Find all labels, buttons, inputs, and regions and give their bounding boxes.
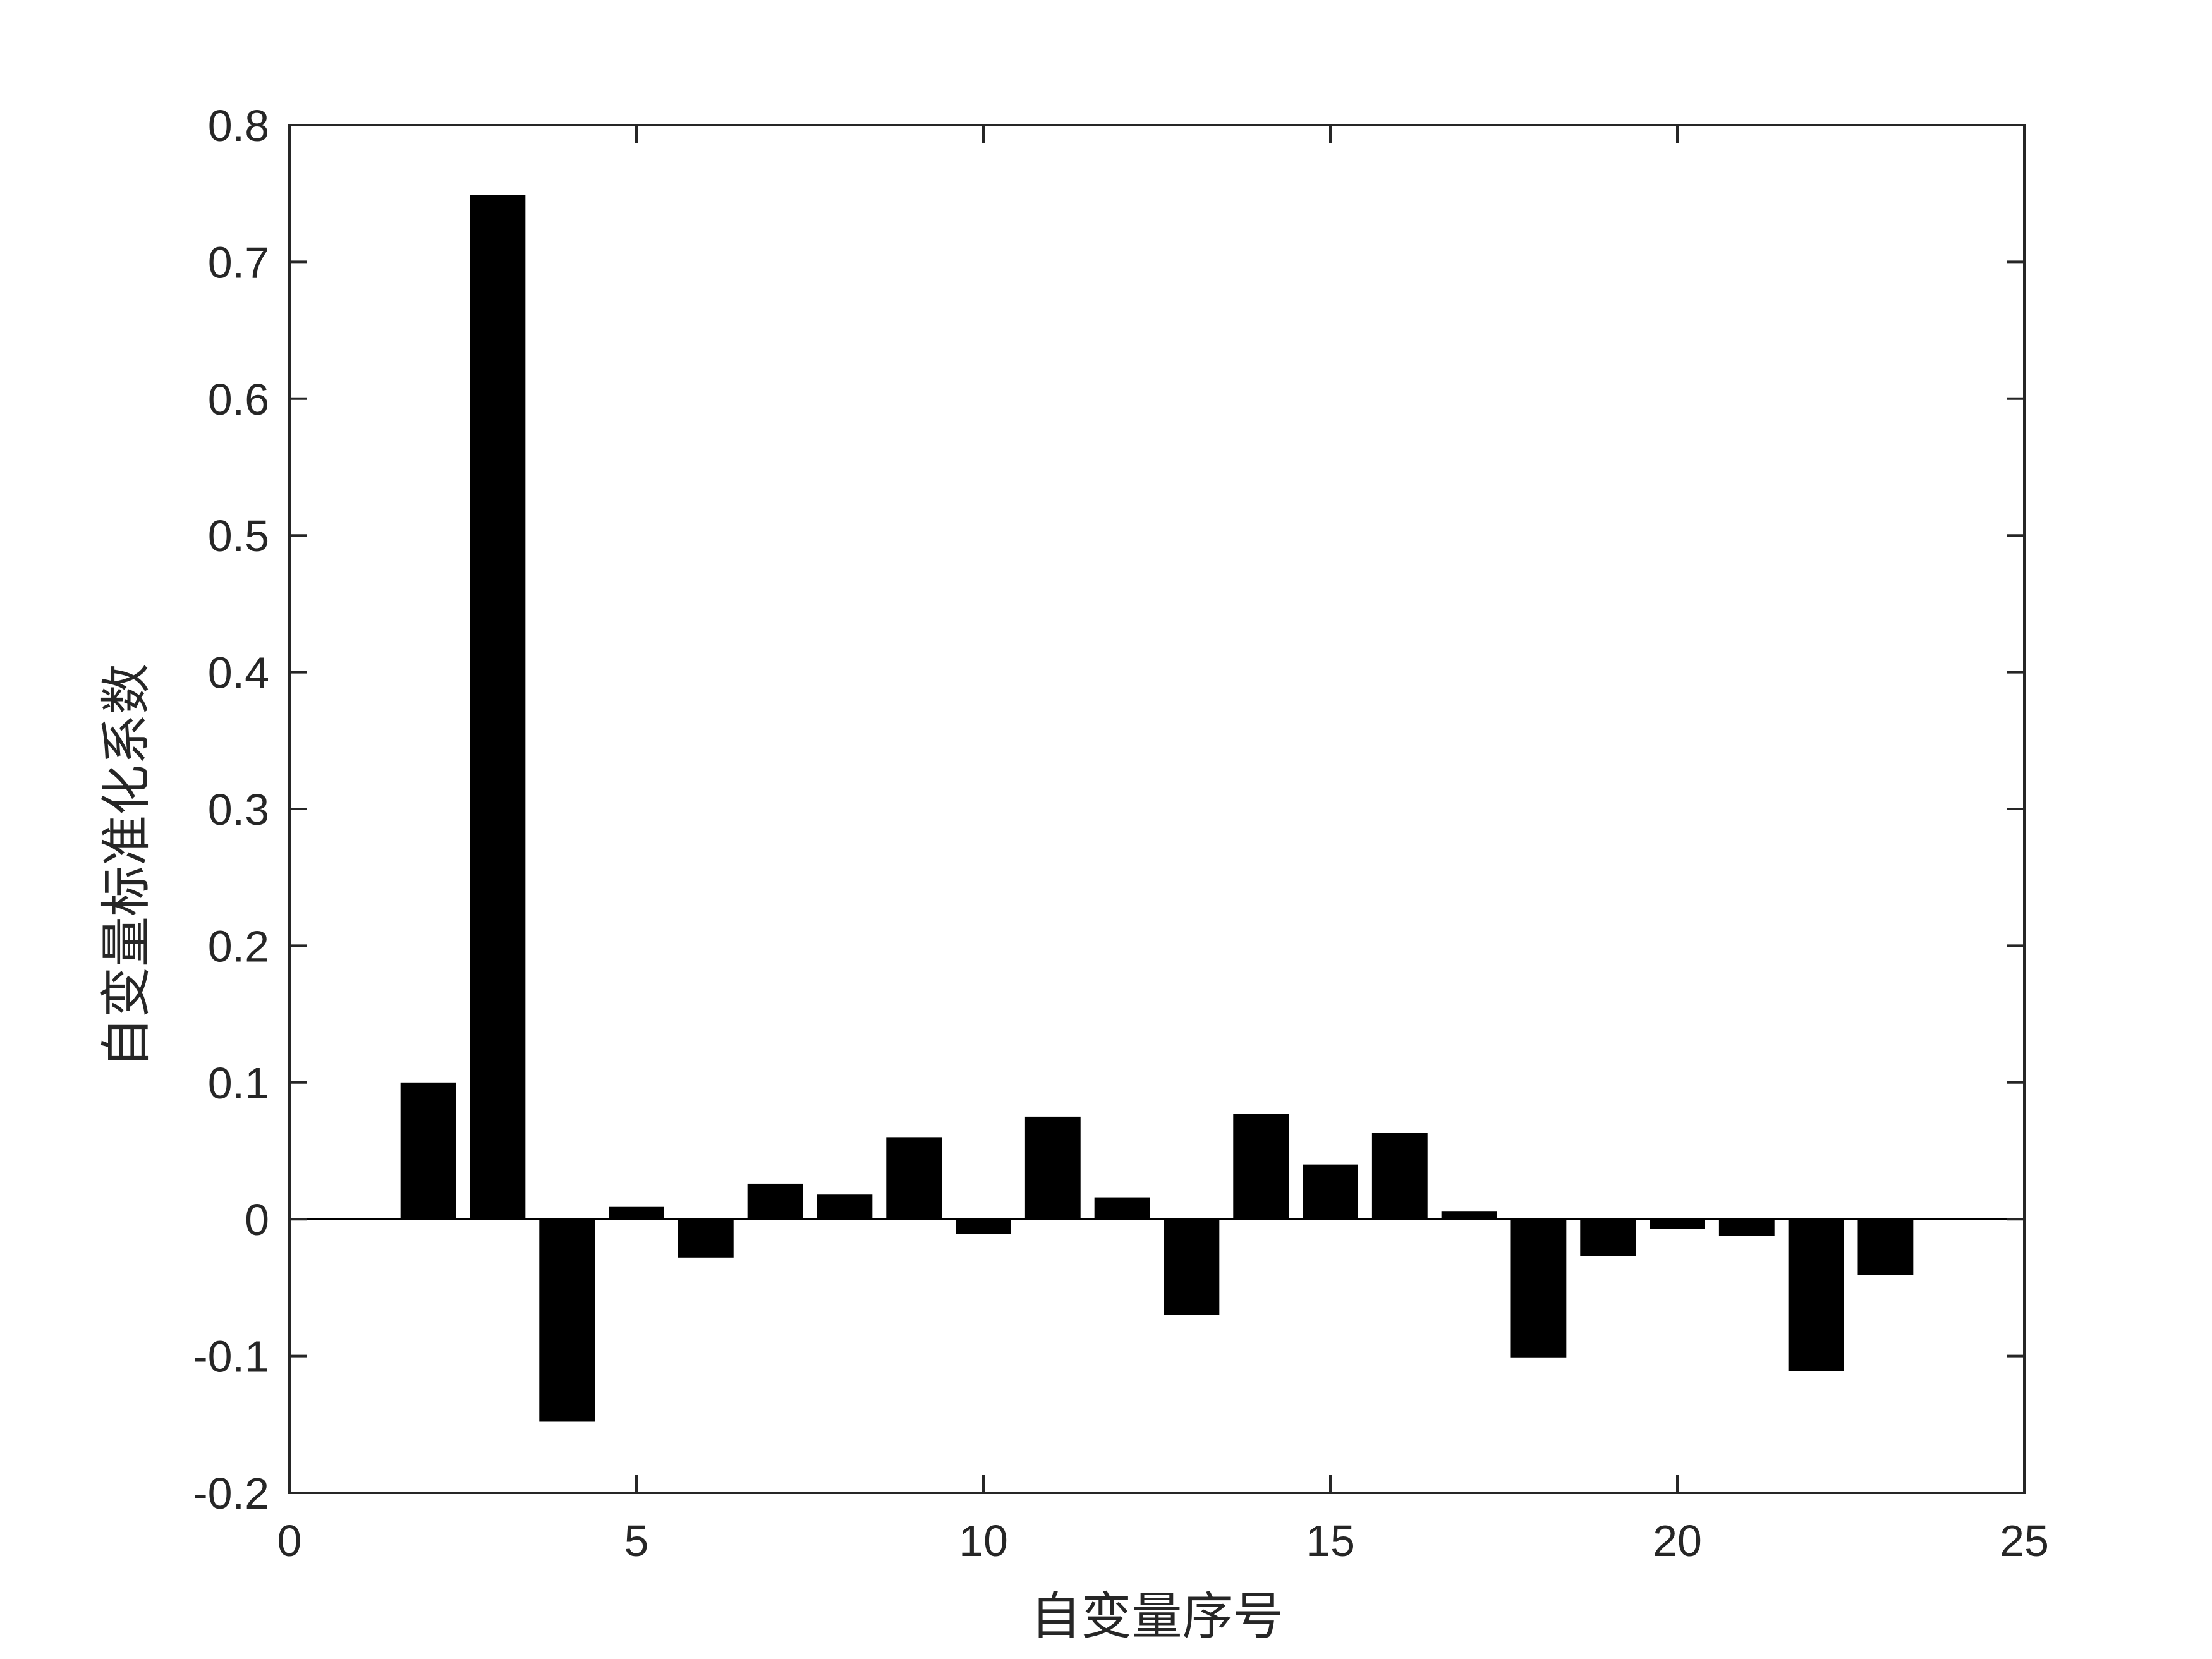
y-tick-label: 0.3: [208, 785, 269, 834]
x-axis-title: 自变量序号: [1031, 1587, 1284, 1646]
bars: [331, 195, 1914, 1422]
y-tick-label: -0.1: [193, 1332, 269, 1382]
bar: [1788, 1219, 1844, 1371]
bar: [956, 1219, 1011, 1235]
bar: [1024, 1116, 1081, 1220]
bar: [1094, 1197, 1150, 1220]
bar: [1510, 1219, 1567, 1358]
y-tick-label: 0.1: [208, 1059, 269, 1108]
plot-area-frame: [288, 124, 2026, 1494]
x-tick-labels: 0 5 10 15 20 25: [277, 1516, 2049, 1565]
y-tick-label: 0.8: [208, 101, 269, 150]
y-tick-labels: -0.2 -0.1 0 0.1 0.2 0.3 0.4 0.5 0.6 0.7 0.8: [193, 101, 269, 1518]
y-tick-label: 0.4: [208, 648, 269, 698]
bar: [1164, 1219, 1220, 1315]
bar: [1580, 1219, 1636, 1256]
bar: [1857, 1219, 1914, 1275]
x-tick-label: 25: [2000, 1516, 2049, 1565]
bar: [747, 1183, 803, 1220]
y-tick-label: 0.5: [208, 511, 269, 561]
x-tick-label: 15: [1306, 1516, 1355, 1565]
bar: [1441, 1211, 1497, 1220]
bar: [1233, 1114, 1289, 1220]
bar: [470, 195, 526, 1220]
y-tick-label: -0.2: [193, 1469, 269, 1518]
y-tick-label: 0: [245, 1195, 269, 1244]
bar: [1371, 1133, 1428, 1220]
y-tick-label: 0.2: [208, 921, 269, 971]
bar: [1303, 1164, 1358, 1220]
bar: [539, 1219, 595, 1422]
bar: [678, 1219, 734, 1258]
bar: [1718, 1219, 1775, 1236]
bar: [400, 1082, 456, 1220]
x-tick-label: 10: [959, 1516, 1008, 1565]
x-tick-label: 20: [1653, 1516, 1702, 1565]
bar: [817, 1194, 873, 1220]
bar: [1650, 1219, 1705, 1229]
y-tick-label: 0.6: [208, 375, 269, 424]
bar: [886, 1137, 942, 1220]
y-axis-title: 自变量标准化系数: [97, 664, 156, 1068]
bar: [609, 1206, 664, 1220]
y-tick-label: 0.7: [208, 238, 269, 287]
x-tick-label: 5: [624, 1516, 649, 1565]
x-tick-label: 0: [277, 1516, 302, 1565]
